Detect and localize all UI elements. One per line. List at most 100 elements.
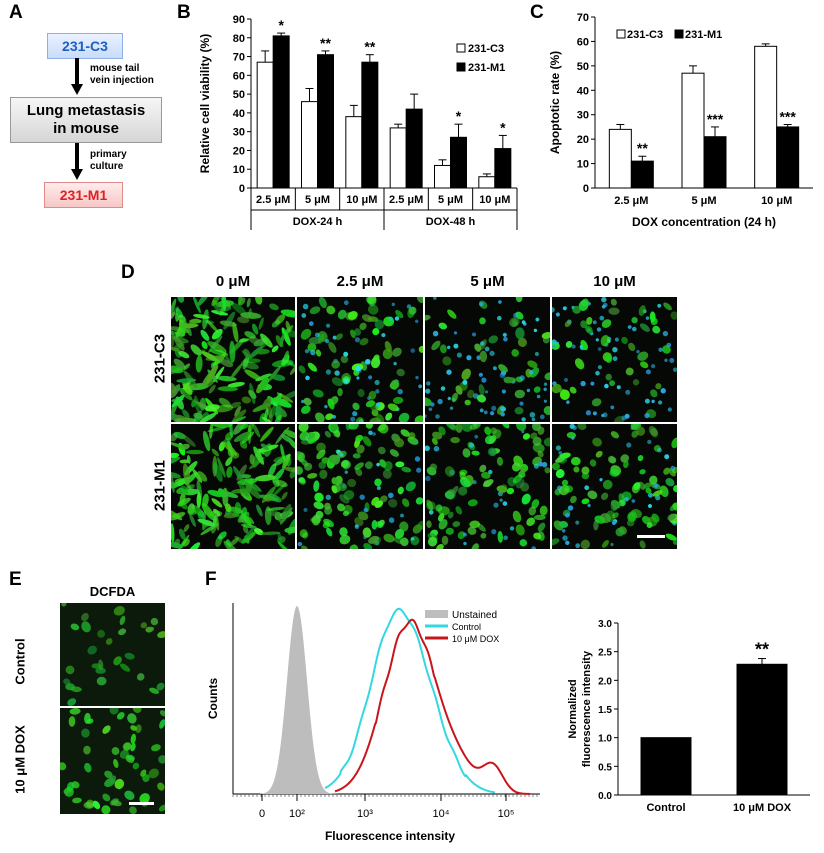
cell xyxy=(565,540,570,546)
x-tick-label: 5 μM xyxy=(691,195,716,207)
cell xyxy=(331,360,341,369)
cell xyxy=(503,336,508,342)
cell xyxy=(472,393,479,399)
cell xyxy=(667,513,676,521)
cell xyxy=(272,468,285,483)
cell xyxy=(178,500,188,510)
microscopy-field xyxy=(425,297,550,422)
cell xyxy=(650,363,656,369)
y-tick-label: 50 xyxy=(577,61,589,73)
cell xyxy=(83,745,91,755)
cell xyxy=(667,407,672,412)
cell xyxy=(479,464,487,473)
cell xyxy=(425,445,430,452)
cell xyxy=(213,508,221,517)
x-tick-label: 10⁴ xyxy=(433,808,450,820)
cell xyxy=(480,532,487,539)
cell xyxy=(534,351,539,357)
cell xyxy=(281,434,293,443)
cell xyxy=(392,347,402,357)
column-header: 0 μM xyxy=(215,273,251,290)
cell xyxy=(268,463,277,478)
cell xyxy=(408,432,416,440)
cell xyxy=(219,349,234,366)
cell xyxy=(499,372,506,379)
cell xyxy=(119,663,131,672)
y-tick-label: 3.0 xyxy=(598,619,612,630)
cell xyxy=(515,297,523,303)
cell xyxy=(326,527,333,537)
cell xyxy=(157,631,165,639)
cell xyxy=(633,482,641,490)
y-tick-label: 80 xyxy=(233,33,245,45)
cell xyxy=(175,308,183,319)
cell xyxy=(489,411,495,416)
cell xyxy=(330,424,338,432)
cell xyxy=(171,298,177,315)
cell xyxy=(581,466,590,475)
cell xyxy=(259,377,270,390)
cell xyxy=(205,404,220,412)
cell xyxy=(572,425,577,431)
cell xyxy=(502,332,507,337)
cell xyxy=(570,495,577,504)
cell xyxy=(469,520,481,529)
cell xyxy=(211,424,233,428)
microscopy-field-cells xyxy=(552,424,677,549)
cell xyxy=(579,344,584,349)
cell xyxy=(552,344,556,349)
microscopy-field-cells xyxy=(425,297,550,422)
cell xyxy=(543,382,548,386)
cell xyxy=(314,492,324,502)
cell xyxy=(597,365,602,370)
cell xyxy=(355,434,364,442)
dcfda-dox-image xyxy=(60,708,165,814)
cell xyxy=(326,323,331,328)
cell xyxy=(538,461,544,467)
legend-label: Unstained xyxy=(452,610,497,621)
cell xyxy=(552,339,557,345)
cell xyxy=(321,457,330,464)
cell xyxy=(206,319,219,333)
cell xyxy=(402,498,410,507)
x-tick-label: 10³ xyxy=(357,808,373,820)
cell xyxy=(233,431,251,442)
cell xyxy=(299,477,306,484)
y-axis-label: Normalized fluorescence intensity xyxy=(567,650,593,767)
cell xyxy=(308,336,321,345)
cell xyxy=(388,492,394,499)
cell xyxy=(92,800,101,810)
bar xyxy=(272,35,290,189)
microscopy-field xyxy=(425,424,550,549)
cell xyxy=(515,524,525,536)
panel-label-e: E xyxy=(9,569,22,590)
cell xyxy=(631,317,638,324)
row-label: 10 μM DOX xyxy=(12,725,28,794)
cell xyxy=(503,376,514,383)
legend-label: 231-C3 xyxy=(627,29,663,41)
y-tick-label: 30 xyxy=(577,110,589,122)
column-header: 2.5 μM xyxy=(336,273,384,290)
cell xyxy=(340,459,349,468)
cell xyxy=(652,325,661,334)
cell xyxy=(335,333,343,341)
cell xyxy=(232,409,247,422)
cell xyxy=(626,442,632,448)
x-axis-label: Fluorescence intensity xyxy=(325,829,455,843)
cell xyxy=(483,410,488,415)
cell xyxy=(541,331,550,339)
cell xyxy=(491,405,497,411)
cell xyxy=(356,444,365,454)
cell xyxy=(612,501,621,511)
cell xyxy=(297,466,303,475)
significance-label: *** xyxy=(707,111,724,127)
cell xyxy=(474,343,482,352)
cell xyxy=(67,698,77,706)
cell xyxy=(432,431,443,440)
cell xyxy=(462,532,467,537)
cell xyxy=(590,381,595,386)
cell xyxy=(609,456,617,464)
culture-step-text: primary culture xyxy=(90,149,127,172)
cell xyxy=(326,305,336,315)
cell xyxy=(414,415,423,422)
